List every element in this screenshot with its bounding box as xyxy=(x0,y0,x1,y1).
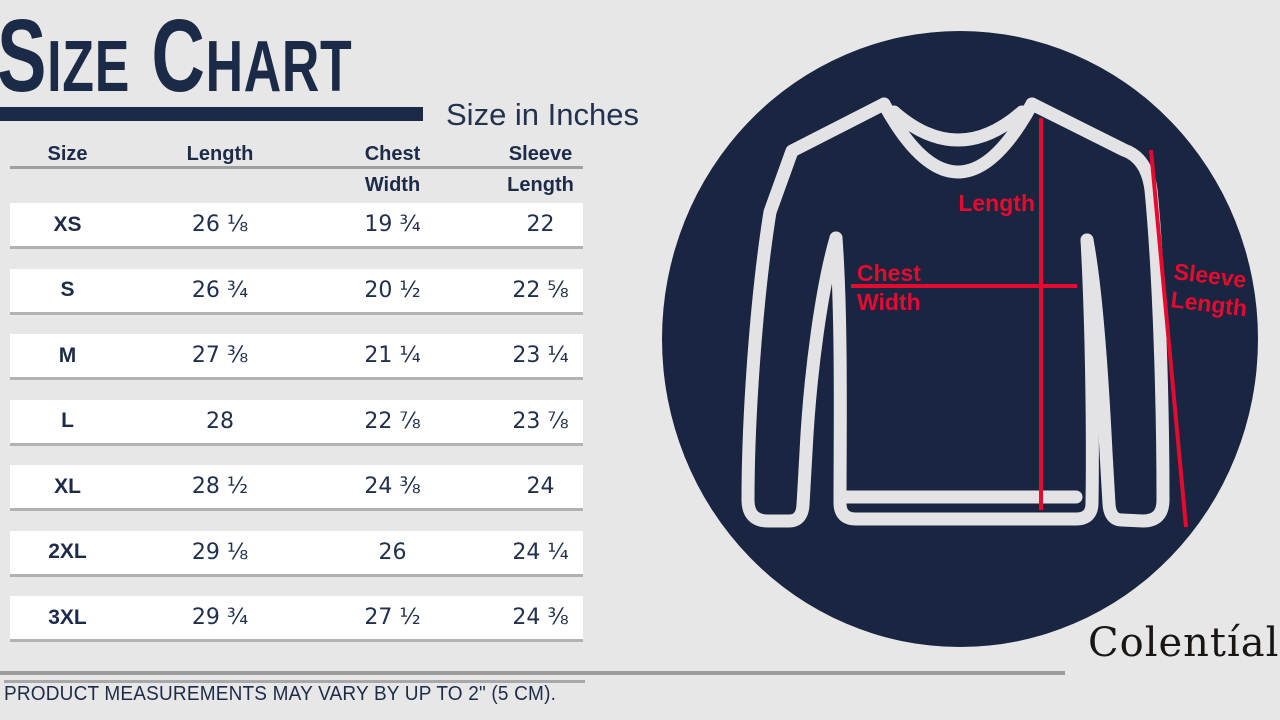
sleeve-value: 24 ¼ xyxy=(512,539,569,565)
col-header-size: Size xyxy=(47,143,88,165)
table-row-l: L 28 22 ⅞ 23 ⅞ xyxy=(10,399,583,443)
table-row-3xl: 3XL 29 ¾ 27 ½ 24 ⅜ xyxy=(10,596,583,639)
measurement-lines xyxy=(851,118,1188,528)
col-header-chest: Chest xyxy=(364,143,421,165)
length-value: 28 xyxy=(206,408,234,434)
length-value: 26 ⅛ xyxy=(191,212,249,237)
chest-value: 21 ¼ xyxy=(364,343,421,368)
length-value: 27 ⅜ xyxy=(191,343,249,368)
chest-value: 20 ½ xyxy=(364,277,421,303)
size-label: XS xyxy=(53,212,82,236)
footer-divider-short xyxy=(4,680,585,683)
chest-label-line1: Chest xyxy=(857,260,921,286)
chest-label-line2: Width xyxy=(857,289,921,315)
table-header: Size Length Chest Sleeve Width Length xyxy=(10,142,583,197)
size-label: 3XL xyxy=(48,605,87,629)
sleeve-value: 24 ⅜ xyxy=(512,605,569,630)
brand-logo: Colentíal xyxy=(1088,620,1280,666)
table-row-xs: XS 26 ⅛ 19 ¾ 22 xyxy=(10,203,583,246)
sleeve-value: 22 ⅝ xyxy=(512,277,569,303)
length-value: 26 ¾ xyxy=(191,277,249,303)
chest-value: 24 ⅜ xyxy=(364,474,421,499)
sleeve-length-measure-line xyxy=(1149,149,1188,528)
header-divider-line xyxy=(10,166,583,169)
sleeve-value: 24 xyxy=(526,474,555,499)
size-label: S xyxy=(60,278,75,301)
page-title: Size Chart xyxy=(0,0,353,113)
chest-value: 26 xyxy=(378,539,407,565)
length-label: Length xyxy=(958,190,1035,216)
size-label: XL xyxy=(54,474,81,498)
table-header-line2: Width Length xyxy=(10,173,583,197)
footer-divider-long xyxy=(0,671,1065,675)
table-row-m: M 27 ⅜ 21 ¼ 23 ¼ xyxy=(10,334,583,377)
table-row-xl: XL 28 ½ 24 ⅜ 24 xyxy=(10,465,583,508)
size-label: L xyxy=(61,409,74,432)
length-value: 28 ½ xyxy=(191,474,249,499)
col-header-sleeve-line2: Length xyxy=(507,174,574,196)
chest-value: 22 ⅞ xyxy=(364,408,421,434)
size-table: XS 26 ⅛ 19 ¾ 22 S 26 ¾ 20 ½ 22 ⅝ M 27 ⅜ … xyxy=(10,203,583,662)
units-subtitle: Size in Inches xyxy=(446,97,639,132)
table-header-line1: Size Length Chest Sleeve xyxy=(10,142,583,166)
table-row-2xl: 2XL 29 ⅛ 26 24 ¼ xyxy=(10,530,583,574)
long-sleeve-shirt-icon xyxy=(741,97,1170,528)
col-header-length: Length xyxy=(186,143,254,165)
sleeve-value: 23 ¼ xyxy=(512,343,569,368)
length-value: 29 ¾ xyxy=(191,605,249,630)
measurement-disclaimer: PRODUCT MEASUREMENTS MAY VARY BY UP TO 2… xyxy=(4,683,557,705)
shirt-measurement-diagram: Length Chest Width Sleeve Length xyxy=(662,31,1258,647)
chest-value: 19 ¾ xyxy=(364,212,421,237)
col-header-sleeve: Sleeve xyxy=(508,143,573,165)
size-label: M xyxy=(58,343,77,367)
sleeve-value: 22 xyxy=(526,212,555,237)
size-label: 2XL xyxy=(48,540,87,563)
col-header-chest-line2: Width xyxy=(364,174,421,196)
table-row-s: S 26 ¾ 20 ½ 22 ⅝ xyxy=(10,268,583,312)
length-value: 29 ⅛ xyxy=(191,539,249,565)
chest-value: 27 ½ xyxy=(364,605,421,630)
sleeve-value: 23 ⅞ xyxy=(512,408,569,434)
title-underline-bar xyxy=(0,107,423,121)
